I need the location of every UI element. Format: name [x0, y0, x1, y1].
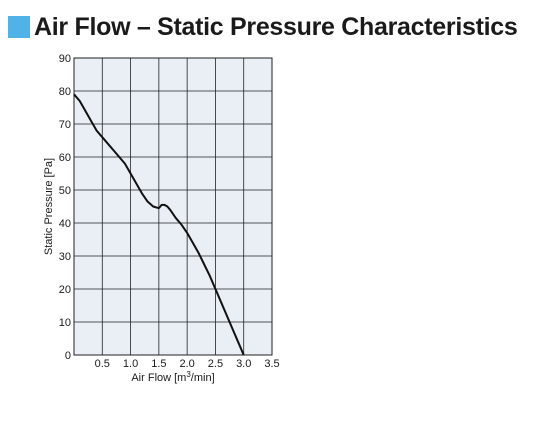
- y-tick-label: 50: [59, 185, 71, 197]
- y-tick-label: 10: [59, 317, 71, 329]
- y-tick-label: 30: [59, 251, 71, 263]
- x-tick-label: 1.5: [151, 358, 166, 370]
- x-tick-label: 0.5: [95, 358, 110, 370]
- y-tick-label: 70: [59, 119, 71, 131]
- y-tick-label: 80: [59, 86, 71, 98]
- pressure-curve: [73, 93, 245, 356]
- x-axis-ticks: 0.5 1.0 1.5 2.0 2.5 3.0 3.5: [95, 358, 280, 370]
- x-axis-label-sup: 3: [186, 370, 191, 379]
- page-title: Air Flow – Static Pressure Characteristi…: [34, 12, 518, 41]
- x-tick-label: 1.0: [123, 358, 138, 370]
- y-tick-label: 90: [59, 53, 71, 65]
- y-tick-label: 0: [65, 350, 71, 362]
- x-axis-label-main: Air Flow [m: [131, 372, 186, 384]
- plot-area: [73, 57, 273, 356]
- x-tick-label: 3.5: [264, 358, 279, 370]
- grid-lines: [74, 57, 273, 356]
- y-tick-label: 40: [59, 218, 71, 230]
- x-axis-label: Air Flow [m3/min]: [131, 370, 214, 384]
- title-square-icon: [8, 16, 30, 38]
- x-tick-label: 2.5: [208, 358, 223, 370]
- y-axis-ticks: 0 10 20 30 40 50 60 70 80 90: [59, 53, 71, 362]
- chart-title-bar: Air Flow – Static Pressure Characteristi…: [8, 12, 518, 42]
- y-tick-label: 20: [59, 284, 71, 296]
- y-axis-label: Static Pressure [Pa]: [43, 158, 55, 255]
- y-tick-label: 60: [59, 152, 71, 164]
- x-tick-label: 3.0: [236, 358, 251, 370]
- x-axis-label-end: /min]: [191, 372, 215, 384]
- x-tick-label: 2.0: [179, 358, 194, 370]
